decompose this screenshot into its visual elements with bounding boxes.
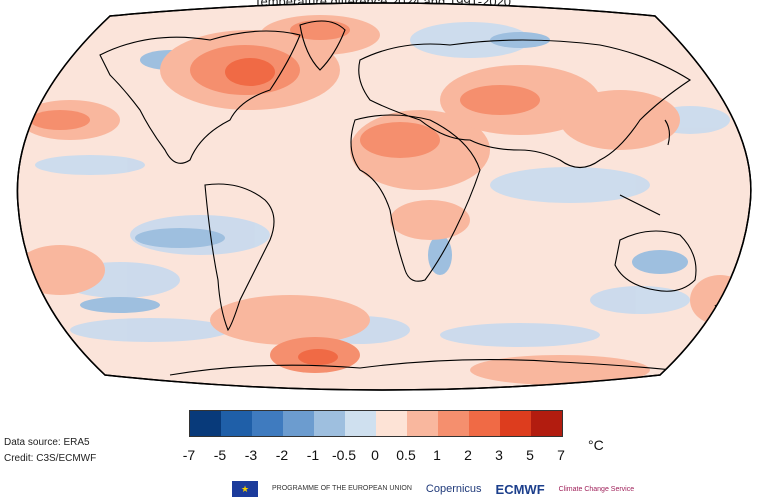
c3s-logo: Climate Change Service [558,485,635,493]
hot-spots [225,58,338,365]
legend-swatch [190,411,221,436]
legend-swatch [221,411,252,436]
world-temperature-map [16,2,752,391]
eu-flag-icon: ★ [232,481,258,497]
legend-swatch [407,411,438,436]
legend-tick-label: 0.5 [396,447,416,463]
legend-tick-label: 3 [495,447,503,463]
legend-swatch [283,411,314,436]
copernicus-logo: Copernicus [425,483,482,495]
legend-swatch [531,411,562,436]
legend-tick-label: -0.5 [331,447,357,463]
legend-swatch [345,411,376,436]
legend-tick-label: -5 [213,447,227,463]
legend-swatch [376,411,407,436]
credit-label: Credit: C3S/ECMWF [4,453,97,464]
legend-swatch [314,411,345,436]
legend-tick-label: -7 [182,447,196,463]
strong-warm [30,20,540,373]
coastlines [99,20,723,376]
eu-programme-logo: PROGRAMME OF THE EUROPEAN UNION [272,485,412,492]
legend-swatch [469,411,500,436]
legend-tick-label: 0 [371,447,379,463]
legend-tick-label: 2 [464,447,472,463]
legend-swatch [500,411,531,436]
legend-swatch [252,411,283,436]
legend-ticks: -7 -5 -3 -2 -1 -0.5 0 0.5 1 2 3 5 7 [174,447,594,467]
ecmwf-logo: ECMWF [495,481,545,497]
legend-tick-label: -1 [306,447,320,463]
legend-tick-label: -3 [244,447,258,463]
data-source-label: Data source: ERA5 [4,437,90,448]
legend-unit: °C [588,437,604,453]
legend-tick-label: -2 [275,447,289,463]
legend-tick-label: 5 [526,447,534,463]
logo-strip: ★ PROGRAMME OF THE EUROPEAN UNION Copern… [232,480,634,498]
color-legend [189,410,563,437]
legend-tick-label: 1 [433,447,441,463]
legend-swatch [438,411,469,436]
legend-tick-label: 7 [557,447,565,463]
